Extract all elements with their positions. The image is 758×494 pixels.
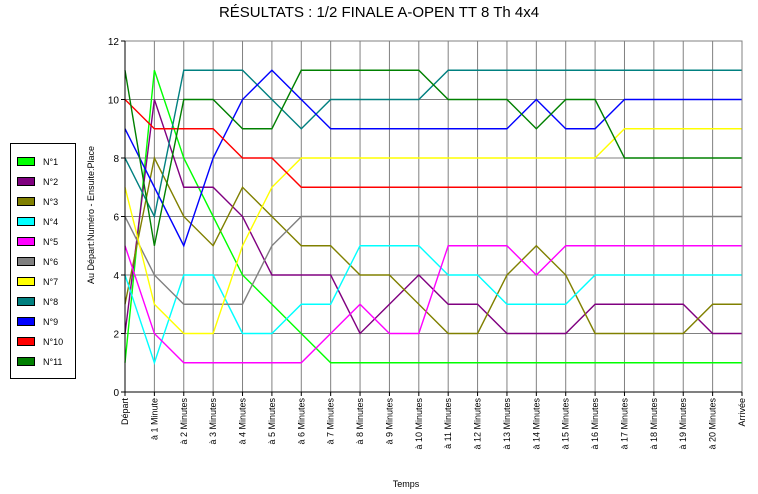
legend-label: N°1 <box>43 157 59 167</box>
chart-title: RÉSULTATS : 1/2 FINALE A-OPEN TT 8 Th 4x… <box>218 4 540 21</box>
legend-label: N°4 <box>43 217 59 227</box>
legend-label: N°2 <box>43 177 59 187</box>
x-tick-label: Arrivée <box>737 398 747 427</box>
legend-swatch <box>17 337 35 346</box>
series-line-n9 <box>124 69 742 248</box>
x-tick-label: à 9 Minutes <box>384 398 394 445</box>
x-tick-label: à 8 Minutes <box>355 398 365 445</box>
legend-item: N°9 <box>17 316 75 328</box>
legend-item: N°8 <box>17 296 75 308</box>
y-tick-label: 10 <box>108 96 120 107</box>
x-tick-label: à 4 Minutes <box>238 398 248 445</box>
legend-item: N°7 <box>17 276 75 288</box>
x-tick-label: à 2 Minutes <box>179 398 189 445</box>
series-lines <box>124 69 742 365</box>
y-tick-label: 0 <box>113 388 119 399</box>
legend-swatch <box>17 297 35 306</box>
x-tick-label: à 3 Minutes <box>208 398 218 445</box>
legend-item: N°11 <box>17 356 75 368</box>
x-tick-label: à 10 Minutes <box>414 398 424 450</box>
x-tick-label: à 1 Minute <box>149 398 159 440</box>
series-line-n5 <box>124 245 742 364</box>
legend-label: N°10 <box>43 337 64 347</box>
x-tick-label: à 11 Minutes <box>443 398 453 449</box>
x-tick-label: à 12 Minutes <box>473 398 483 450</box>
series-line-n6 <box>124 215 742 305</box>
x-tick-label: à 5 Minutes <box>267 398 277 445</box>
x-tick-label: à 7 Minutes <box>326 398 336 445</box>
legend-label: N°6 <box>43 257 59 267</box>
x-tick-label: à 19 Minutes <box>678 398 688 450</box>
x-tick-label: à 13 Minutes <box>502 398 512 450</box>
y-tick-label: 8 <box>113 154 119 165</box>
series-line-n1 <box>124 70 742 364</box>
legend-swatch <box>17 177 35 186</box>
x-tick-label: à 17 Minutes <box>619 398 629 450</box>
legend-item: N°3 <box>17 196 75 208</box>
x-tick-label: Départ <box>120 398 130 426</box>
x-tick-label: à 6 Minutes <box>296 398 306 445</box>
series-line-n3 <box>124 155 742 335</box>
x-tick-label: à 15 Minutes <box>561 398 571 450</box>
x-tick-labels: Départ à 1 Minute à 2 Minutes à 3 Minutes à … <box>120 392 747 450</box>
legend-swatch <box>17 197 35 206</box>
legend-swatch <box>17 157 35 166</box>
y-tick-labels: 0 2 4 6 8 10 12 <box>108 37 125 399</box>
legend-swatch <box>17 277 35 286</box>
x-tick-label: à 14 Minutes <box>531 398 541 450</box>
legend-item: N°6 <box>17 256 75 268</box>
series-line-n7 <box>124 128 742 335</box>
legend-label: N°8 <box>43 297 59 307</box>
legend-item: N°4 <box>17 216 75 228</box>
legend: N°1 N°2 N°3 N°4 N°5 N°6 N°7 N°8 N°9 N°10 N°11 <box>10 143 76 379</box>
legend-item: N°1 <box>17 156 75 168</box>
x-tick-label: à 20 Minutes <box>708 398 718 450</box>
legend-swatch <box>17 237 35 246</box>
legend-swatch <box>17 257 35 266</box>
y-tick-label: 2 <box>113 330 119 341</box>
series-line-n11 <box>124 69 742 246</box>
legend-label: N°5 <box>43 237 59 247</box>
legend-label: N°11 <box>43 357 63 367</box>
series-line-n8 <box>124 69 742 219</box>
y-tick-label: 4 <box>113 271 119 282</box>
x-tick-label: à 18 Minutes <box>649 398 659 450</box>
x-tick-label: à 16 Minutes <box>590 398 600 450</box>
y-tick-label: 6 <box>113 213 119 224</box>
x-axis-label: Temps <box>392 479 420 489</box>
legend-swatch <box>17 217 35 226</box>
series-line-n10 <box>124 99 742 188</box>
legend-label: N°3 <box>43 197 59 207</box>
legend-swatch <box>17 357 35 366</box>
legend-item: N°10 <box>17 336 75 348</box>
legend-label: N°7 <box>43 277 59 287</box>
legend-label: N°9 <box>43 317 59 327</box>
y-tick-label: 12 <box>108 37 120 48</box>
legend-item: N°2 <box>17 176 75 188</box>
legend-item: N°5 <box>17 236 75 248</box>
legend-swatch <box>17 317 35 326</box>
